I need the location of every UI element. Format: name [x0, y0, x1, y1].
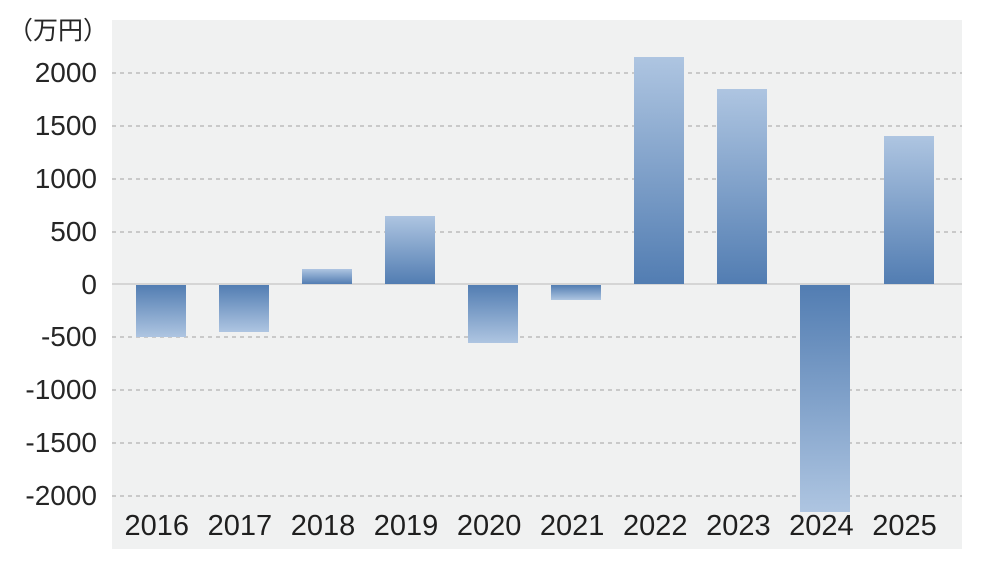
plot-area: 2016 2017 2018 2019 2020 2021 2022 2023 2024 2025 [112, 20, 962, 549]
x-tick-label-2021: 2021 [539, 509, 605, 542]
x-tick-label-2023: 2023 [706, 509, 771, 542]
x-tick-label-2019: 2019 [373, 509, 439, 542]
y-tick-label--500: -500 [40, 321, 97, 353]
x-tick-label-2020: 2020 [456, 509, 522, 542]
bar-2021 [551, 284, 602, 301]
gridline--500 [112, 336, 962, 339]
y-tick-label--1000: -1000 [25, 374, 97, 406]
y-tick-label--2000: -2000 [25, 480, 97, 512]
bar-2024 [800, 284, 851, 512]
bar-2025 [883, 136, 934, 285]
gridline--2000 [112, 495, 962, 498]
y-axis-unit-label: （万円） [8, 17, 109, 45]
bar-2022 [634, 57, 685, 285]
gridline--1500 [112, 442, 962, 445]
y-tick-label-1500: 1500 [34, 109, 97, 141]
x-tick-label-2022: 2022 [623, 509, 688, 542]
bar-2018 [301, 268, 352, 285]
gridline-500 [112, 230, 962, 233]
bar-2019 [385, 215, 436, 285]
gridline--1000 [112, 389, 962, 392]
y-tick-label-1000: 1000 [34, 162, 97, 194]
x-tick-label-2018: 2018 [290, 509, 356, 542]
y-tick-label-0: 0 [81, 268, 97, 300]
x-tick-label-2016: 2016 [124, 509, 190, 542]
gridline-1000 [112, 177, 962, 180]
y-tick-label-500: 500 [50, 215, 97, 247]
y-tick-label-2000: 2000 [34, 56, 97, 88]
x-tick-label-2024: 2024 [789, 509, 854, 542]
x-tick-label-2025: 2025 [872, 509, 937, 542]
bar-2016 [135, 284, 186, 338]
x-tick-label-2017: 2017 [207, 509, 273, 542]
zero-axis-line [112, 282, 962, 285]
bar-2023 [717, 88, 768, 285]
y-tick-label--1500: -1500 [25, 427, 97, 459]
bar-2017 [218, 284, 269, 333]
gridline-1500 [112, 124, 962, 127]
bar-2020 [468, 284, 519, 343]
gridline-2000 [112, 71, 962, 74]
